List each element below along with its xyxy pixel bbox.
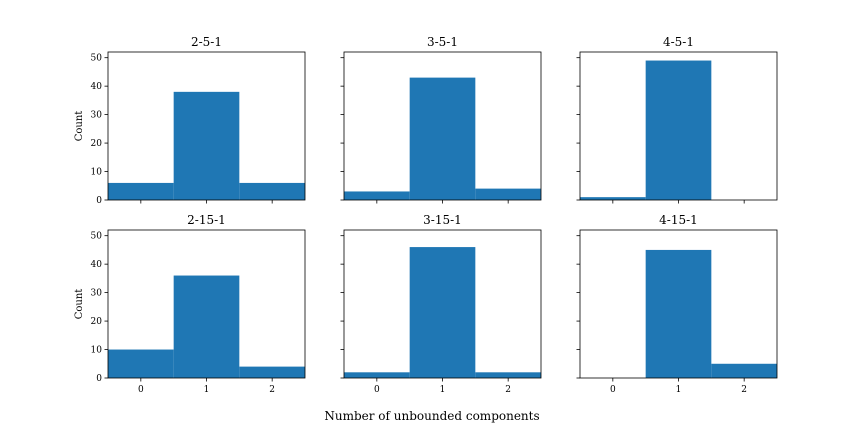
- bar-2: [711, 363, 777, 378]
- x-tick-label: 1: [204, 385, 210, 395]
- bar-0: [344, 372, 410, 378]
- y-tick-label: 50: [91, 232, 103, 242]
- bar-2: [475, 372, 541, 378]
- subplot-4-5-1: 4-5-1: [576, 35, 778, 204]
- bar-0: [344, 191, 410, 200]
- x-tick-label: 0: [610, 385, 616, 395]
- bar-1: [645, 60, 712, 201]
- subplot-title: 2-5-1: [191, 35, 222, 49]
- figure-xlabel: Number of unbounded components: [324, 409, 539, 423]
- y-tick-label: 20: [91, 139, 103, 149]
- bar-1: [173, 275, 240, 378]
- y-tick-label: 40: [91, 82, 103, 92]
- x-tick-label: 2: [269, 385, 275, 395]
- bar-2: [475, 188, 541, 200]
- y-tick-label: 30: [91, 289, 103, 299]
- subplot-title: 3-5-1: [427, 35, 458, 49]
- bar-1: [409, 247, 476, 378]
- x-tick-label: 1: [440, 385, 446, 395]
- bar-0: [580, 197, 646, 200]
- x-tick-label: 0: [138, 385, 144, 395]
- y-axis-label: Count: [74, 289, 85, 320]
- x-tick-label: 1: [676, 385, 682, 395]
- subplot-2-15-1: 0 10 20 30 40 50 0 1 2 2-15-1 Count: [74, 213, 306, 395]
- y-tick-label: 20: [91, 317, 103, 327]
- subplot-title: 4-5-1: [663, 35, 694, 49]
- subplot-4-15-1: 0 1 2 4-15-1: [576, 213, 778, 395]
- x-tick-label: 2: [741, 385, 747, 395]
- bar-2: [239, 182, 305, 200]
- x-tick-label: 0: [374, 385, 380, 395]
- subplot-3-15-1: 0 1 2 3-15-1: [340, 213, 542, 395]
- bar-0: [108, 349, 174, 378]
- subplot-title: 3-15-1: [423, 213, 462, 227]
- subplot-title: 4-15-1: [659, 213, 698, 227]
- y-tick-label: 10: [91, 346, 103, 356]
- bar-0: [108, 182, 174, 200]
- bar-1: [173, 91, 240, 200]
- subplot-2-5-1: 0 10 20 30 40 50 2-5-1 Count: [74, 35, 306, 206]
- y-axis-label: Count: [74, 111, 85, 142]
- y-tick-label: 10: [91, 168, 103, 178]
- bar-2: [239, 366, 305, 378]
- bar-1: [409, 77, 476, 200]
- bar-1: [645, 249, 712, 378]
- y-tick-label: 0: [96, 196, 102, 206]
- subplot-3-5-1: 3-5-1: [340, 35, 542, 204]
- y-tick-label: 40: [91, 260, 103, 270]
- subplot-title: 2-15-1: [187, 213, 226, 227]
- y-tick-label: 50: [91, 54, 103, 64]
- y-tick-label: 30: [91, 111, 103, 121]
- x-tick-label: 2: [505, 385, 511, 395]
- y-tick-label: 0: [96, 374, 102, 384]
